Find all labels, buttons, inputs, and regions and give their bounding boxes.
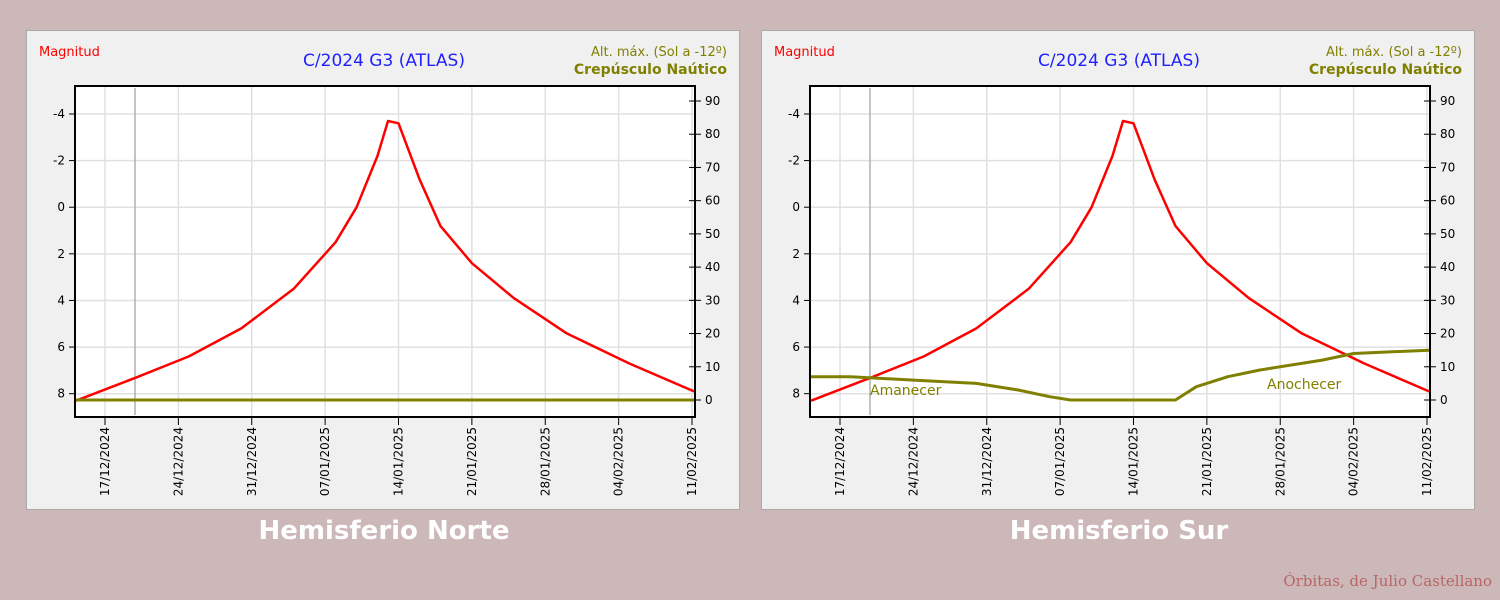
left-axis-tick-label: 0 <box>792 200 800 214</box>
x-axis-tick-label: 14/01/2025 <box>1127 427 1141 496</box>
right-axis-tick-label: 30 <box>1440 293 1455 307</box>
annotation-anochecer: Anochecer <box>1267 377 1342 393</box>
right-axis-tick-label: 30 <box>705 293 720 307</box>
chart-panel-south: -4 -2 0 2 4 6 8 0 10 20 30 40 50 60 70 80 90 17/12/2024 24… <box>761 30 1475 510</box>
x-axis-tick-label: 11/02/2025 <box>1420 427 1434 496</box>
x-axis-tick-label: 11/02/2025 <box>685 427 699 496</box>
right-axis-label: Alt. máx. (Sol a -12º) <box>591 45 727 60</box>
x-axis-tick-label: 14/01/2025 <box>392 427 406 496</box>
right-axis-tick-label: 60 <box>1440 194 1455 208</box>
x-axis-tick-label: 31/12/2024 <box>980 427 994 496</box>
x-axis-tick-label: 28/01/2025 <box>538 427 552 496</box>
x-axis-tick-label: 04/02/2025 <box>1347 427 1361 496</box>
x-axis-tick-label: 21/01/2025 <box>465 427 479 496</box>
plot-frame <box>74 85 696 418</box>
left-axis-tick-label: -2 <box>788 154 800 168</box>
right-axis-tick-label: 70 <box>1440 160 1455 174</box>
x-axis-tick-label: 31/12/2024 <box>245 427 259 496</box>
plot-frame <box>809 85 1431 418</box>
right-axis-tick-label: 50 <box>705 227 720 241</box>
annotation-amanecer: Amanecer <box>870 383 942 399</box>
left-axis-tick-label: 8 <box>792 387 800 401</box>
right-axis-tick-label: 80 <box>1440 127 1455 141</box>
left-axis-tick-label: 2 <box>57 247 65 261</box>
left-axis-tick-label: -2 <box>53 154 65 168</box>
credit-text: Órbitas, de Julio Castellano <box>1283 572 1492 590</box>
plot-area <box>75 86 695 417</box>
right-axis-tick-label: 70 <box>705 160 720 174</box>
right-axis-tick-label: 90 <box>705 94 720 108</box>
chart-title: C/2024 G3 (ATLAS) <box>1038 51 1200 71</box>
chart-title: C/2024 G3 (ATLAS) <box>303 51 465 71</box>
x-axis-tick-label: 28/01/2025 <box>1273 427 1287 496</box>
left-axis-tick-label: -4 <box>788 107 800 121</box>
x-axis-tick-label: 07/01/2025 <box>318 427 332 496</box>
caption-south: Hemisferio Sur <box>1009 516 1229 546</box>
left-axis-tick-label: 4 <box>57 293 65 307</box>
left-axis-tick-label: -4 <box>53 107 65 121</box>
left-axis-tick-label: 6 <box>57 340 65 354</box>
x-axis-tick-label: 17/12/2024 <box>98 427 112 496</box>
x-axis-tick-label: 04/02/2025 <box>612 427 626 496</box>
left-axis-tick-label: 2 <box>792 247 800 261</box>
right-axis-tick-label: 80 <box>705 127 720 141</box>
x-axis-tick-label: 17/12/2024 <box>833 427 847 496</box>
left-axis-tick-label: 6 <box>792 340 800 354</box>
right-axis-tick-label: 0 <box>1440 393 1448 407</box>
right-axis-tick-label: 20 <box>1440 327 1455 341</box>
magnitude-series-line <box>75 119 695 402</box>
x-axis-tick-label: 21/01/2025 <box>1200 427 1214 496</box>
right-axis-sublabel: Crepúsculo Naútico <box>574 62 727 78</box>
right-axis-tick-label: 20 <box>705 327 720 341</box>
left-axis-tick-label: 8 <box>57 387 65 401</box>
x-axis-tick-label: 24/12/2024 <box>171 427 185 496</box>
x-axis-tick-label: 24/12/2024 <box>906 427 920 496</box>
right-axis-tick-label: 10 <box>705 360 720 374</box>
left-axis-label: Magnitud <box>774 45 835 60</box>
right-axis-sublabel: Crepúsculo Naútico <box>1309 62 1462 78</box>
x-axis-tick-label: 07/01/2025 <box>1053 427 1067 496</box>
chart-panel-north: -4 -2 0 2 4 6 8 0 10 20 30 40 50 60 70 80 90 17/12/2024 24… <box>26 30 740 510</box>
right-axis-label: Alt. máx. (Sol a -12º) <box>1326 45 1462 60</box>
left-axis-tick-label: 0 <box>57 200 65 214</box>
left-axis-label: Magnitud <box>39 45 100 60</box>
right-axis-tick-label: 60 <box>705 194 720 208</box>
right-axis-tick-label: 40 <box>1440 260 1455 274</box>
left-axis-tick-label: 4 <box>792 293 800 307</box>
right-axis-tick-label: 50 <box>1440 227 1455 241</box>
caption-north: Hemisferio Norte <box>258 516 510 546</box>
twilight-altitude-series-line <box>811 348 1430 402</box>
plot-area <box>810 86 1430 417</box>
right-axis-tick-label: 10 <box>1440 360 1455 374</box>
right-axis-tick-label: 0 <box>705 393 713 407</box>
magnitude-series-line <box>810 119 1430 402</box>
right-axis-tick-label: 90 <box>1440 94 1455 108</box>
right-axis-tick-label: 40 <box>705 260 720 274</box>
